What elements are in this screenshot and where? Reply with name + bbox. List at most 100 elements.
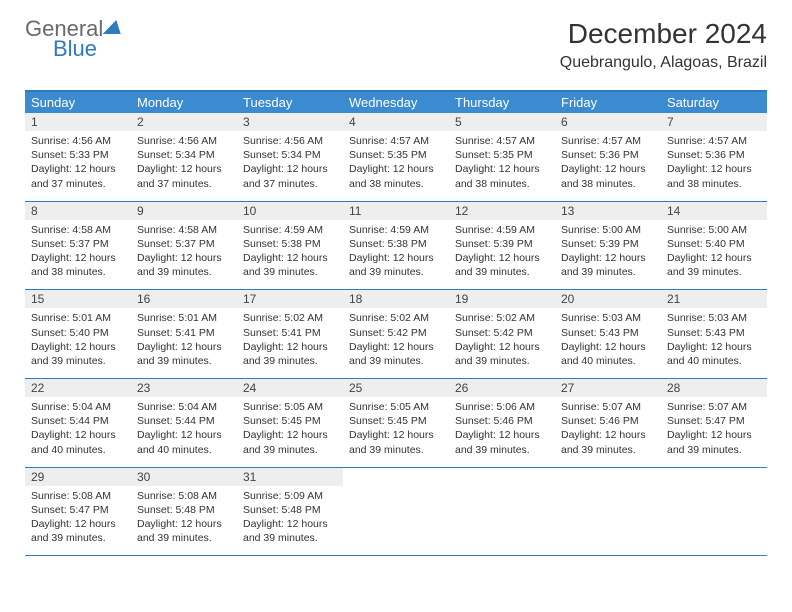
weekday-header: Tuesday: [237, 91, 343, 113]
calendar-day-cell: 8Sunrise: 4:58 AMSunset: 5:37 PMDaylight…: [25, 201, 131, 290]
day-number: 2: [131, 113, 237, 131]
sunrise-line: Sunrise: 5:00 AM: [667, 223, 761, 237]
day-number: 29: [25, 468, 131, 486]
daylight-line: Daylight: 12 hours and 39 minutes.: [243, 428, 337, 456]
calendar-day-cell: 14 Sunrise: 5:00 AMSunset: 5:40 PMDayligh…: [661, 201, 767, 290]
day-number: 5: [449, 113, 555, 131]
day-details: Sunrise: 4:56 AMSunset: 5:33 PMDaylight:…: [25, 131, 131, 201]
daylight-line: Daylight: 12 hours and 37 minutes.: [243, 162, 337, 190]
calendar-day-cell: 16Sunrise: 5:01 AMSunset: 5:41 PMDayligh…: [131, 290, 237, 379]
day-details: Sunrise: 5:04 AMSunset: 5:44 PMDaylight:…: [25, 397, 131, 467]
day-details: Sunrise: 5:04 AMSunset: 5:44 PMDaylight:…: [131, 397, 237, 467]
sunset-line: Sunset: 5:39 PM: [455, 237, 549, 251]
daylight-line: Daylight: 12 hours and 39 minutes.: [455, 251, 549, 279]
day-number: 14: [661, 202, 767, 220]
daylight-line: Daylight: 12 hours and 40 minutes.: [667, 340, 761, 368]
day-number: 11: [343, 202, 449, 220]
day-number: 8: [25, 202, 131, 220]
sunset-line: Sunset: 5:37 PM: [137, 237, 231, 251]
sunrise-line: Sunrise: 4:56 AM: [31, 134, 125, 148]
sunset-line: Sunset: 5:43 PM: [667, 326, 761, 340]
day-details: Sunrise: 5:08 AMSunset: 5:47 PMDaylight:…: [25, 486, 131, 556]
day-details: Sunrise: 5:02 AMSunset: 5:41 PMDaylight:…: [237, 308, 343, 378]
daylight-line: Daylight: 12 hours and 39 minutes.: [455, 428, 549, 456]
weekday-header: Sunday: [25, 91, 131, 113]
sunrise-line: Sunrise: 5:02 AM: [243, 311, 337, 325]
calendar-day-cell: 17Sunrise: 5:02 AMSunset: 5:41 PMDayligh…: [237, 290, 343, 379]
sunrise-line: Sunrise: 5:01 AM: [31, 311, 125, 325]
calendar-day-cell: 4Sunrise: 4:57 AMSunset: 5:35 PMDaylight…: [343, 113, 449, 201]
sunrise-line: Sunrise: 4:56 AM: [137, 134, 231, 148]
sunrise-line: Sunrise: 5:04 AM: [137, 400, 231, 414]
daylight-line: Daylight: 12 hours and 40 minutes.: [561, 340, 655, 368]
sunrise-line: Sunrise: 5:04 AM: [31, 400, 125, 414]
logo-text: General Blue: [25, 18, 123, 60]
sunrise-line: Sunrise: 4:58 AM: [137, 223, 231, 237]
calendar-day-cell: 6Sunrise: 4:57 AMSunset: 5:36 PMDaylight…: [555, 113, 661, 201]
daylight-line: Daylight: 12 hours and 39 minutes.: [667, 251, 761, 279]
calendar-day-cell: ..: [555, 467, 661, 556]
calendar-day-cell: 5Sunrise: 4:57 AMSunset: 5:35 PMDaylight…: [449, 113, 555, 201]
day-details: Sunrise: 5:03 AMSunset: 5:43 PMDaylight:…: [555, 308, 661, 378]
sunrise-line: Sunrise: 5:09 AM: [243, 489, 337, 503]
calendar-day-cell: 29Sunrise: 5:08 AMSunset: 5:47 PMDayligh…: [25, 467, 131, 556]
calendar-day-cell: 7Sunrise: 4:57 AMSunset: 5:36 PMDaylight…: [661, 113, 767, 201]
sunrise-line: Sunrise: 5:00 AM: [561, 223, 655, 237]
calendar-day-cell: 28Sunrise: 5:07 AMSunset: 5:47 PMDayligh…: [661, 379, 767, 468]
day-number: 20: [555, 290, 661, 308]
daylight-line: Daylight: 12 hours and 39 minutes.: [561, 428, 655, 456]
sunset-line: Sunset: 5:43 PM: [561, 326, 655, 340]
calendar-week-row: 1Sunrise: 4:56 AMSunset: 5:33 PMDaylight…: [25, 113, 767, 201]
sunrise-line: Sunrise: 5:05 AM: [349, 400, 443, 414]
day-details: Sunrise: 4:56 AMSunset: 5:34 PMDaylight:…: [237, 131, 343, 201]
sunset-line: Sunset: 5:38 PM: [349, 237, 443, 251]
calendar-header-row: SundayMondayTuesdayWednesdayThursdayFrid…: [25, 91, 767, 113]
daylight-line: Daylight: 12 hours and 39 minutes.: [137, 517, 231, 545]
calendar-week-row: 8 Sunrise: 4:58 AMSunset: 5:37 PM Daylight…: [25, 201, 767, 290]
day-details: Sunrise: 5:06 AMSunset: 5:46 PMDaylight:…: [449, 397, 555, 467]
sunrise-line: Sunrise: 5:03 AM: [667, 311, 761, 325]
daylight-line: Daylight: 12 hours and 39 minutes.: [349, 340, 443, 368]
sunrise-line: Sunrise: 4:56 AM: [243, 134, 337, 148]
sunrise-line: Sunrise: 5:06 AM: [455, 400, 549, 414]
sunset-line: Sunset: 5:42 PM: [349, 326, 443, 340]
sunrise-line: Sunrise: 5:05 AM: [243, 400, 337, 414]
day-details: Sunrise: 5:08 AMSunset: 5:48 PMDaylight:…: [131, 486, 237, 556]
daylight-line: Daylight: 12 hours and 38 minutes.: [667, 162, 761, 190]
weekday-header: Wednesday: [343, 91, 449, 113]
day-number: 10: [237, 202, 343, 220]
sunrise-line: Sunrise: 4:57 AM: [349, 134, 443, 148]
calendar-body: 1Sunrise: 4:56 AMSunset: 5:33 PMDaylight…: [25, 113, 767, 556]
day-details: Sunrise: 4:59 AMSunset: 5:38 PMDaylight:…: [343, 220, 449, 290]
logo: General Blue: [25, 18, 123, 60]
sunset-line: Sunset: 5:41 PM: [137, 326, 231, 340]
day-number: 21: [661, 290, 767, 308]
daylight-line: Daylight: 12 hours and 38 minutes.: [455, 162, 549, 190]
calendar-day-cell: 21Sunrise: 5:03 AMSunset: 5:43 PMDayligh…: [661, 290, 767, 379]
sunrise-line: Sunrise: 5:02 AM: [349, 311, 443, 325]
sunset-line: Sunset: 5:40 PM: [667, 237, 761, 251]
sunset-line: Sunset: 5:34 PM: [137, 148, 231, 162]
sunrise-line: Sunrise: 4:57 AM: [667, 134, 761, 148]
daylight-line: Daylight: 12 hours and 40 minutes.: [31, 428, 125, 456]
daylight-line: Daylight: 12 hours and 39 minutes.: [137, 340, 231, 368]
sunset-line: Sunset: 5:42 PM: [455, 326, 549, 340]
day-number: 31: [237, 468, 343, 486]
calendar-day-cell: 22Sunrise: 5:04 AMSunset: 5:44 PMDayligh…: [25, 379, 131, 468]
sunrise-line: Sunrise: 4:59 AM: [243, 223, 337, 237]
day-details: Sunrise: 5:03 AMSunset: 5:43 PMDaylight:…: [661, 308, 767, 378]
daylight-line: Daylight: 12 hours and 40 minutes.: [137, 428, 231, 456]
calendar-day-cell: 23Sunrise: 5:04 AMSunset: 5:44 PMDayligh…: [131, 379, 237, 468]
day-number: 27: [555, 379, 661, 397]
sunset-line: Sunset: 5:46 PM: [561, 414, 655, 428]
sunset-line: Sunset: 5:47 PM: [667, 414, 761, 428]
calendar-day-cell: 31Sunrise: 5:09 AMSunset: 5:48 PMDayligh…: [237, 467, 343, 556]
day-number: 6: [555, 113, 661, 131]
sunrise-line: Sunrise: 5:03 AM: [561, 311, 655, 325]
day-number: 24: [237, 379, 343, 397]
sunset-line: Sunset: 5:45 PM: [243, 414, 337, 428]
day-details: Sunrise: 5:00 AMSunset: 5:39 PMDaylight:…: [555, 220, 661, 290]
day-number: 15: [25, 290, 131, 308]
sunrise-line: Sunrise: 4:59 AM: [455, 223, 549, 237]
sunrise-line: Sunrise: 5:02 AM: [455, 311, 549, 325]
